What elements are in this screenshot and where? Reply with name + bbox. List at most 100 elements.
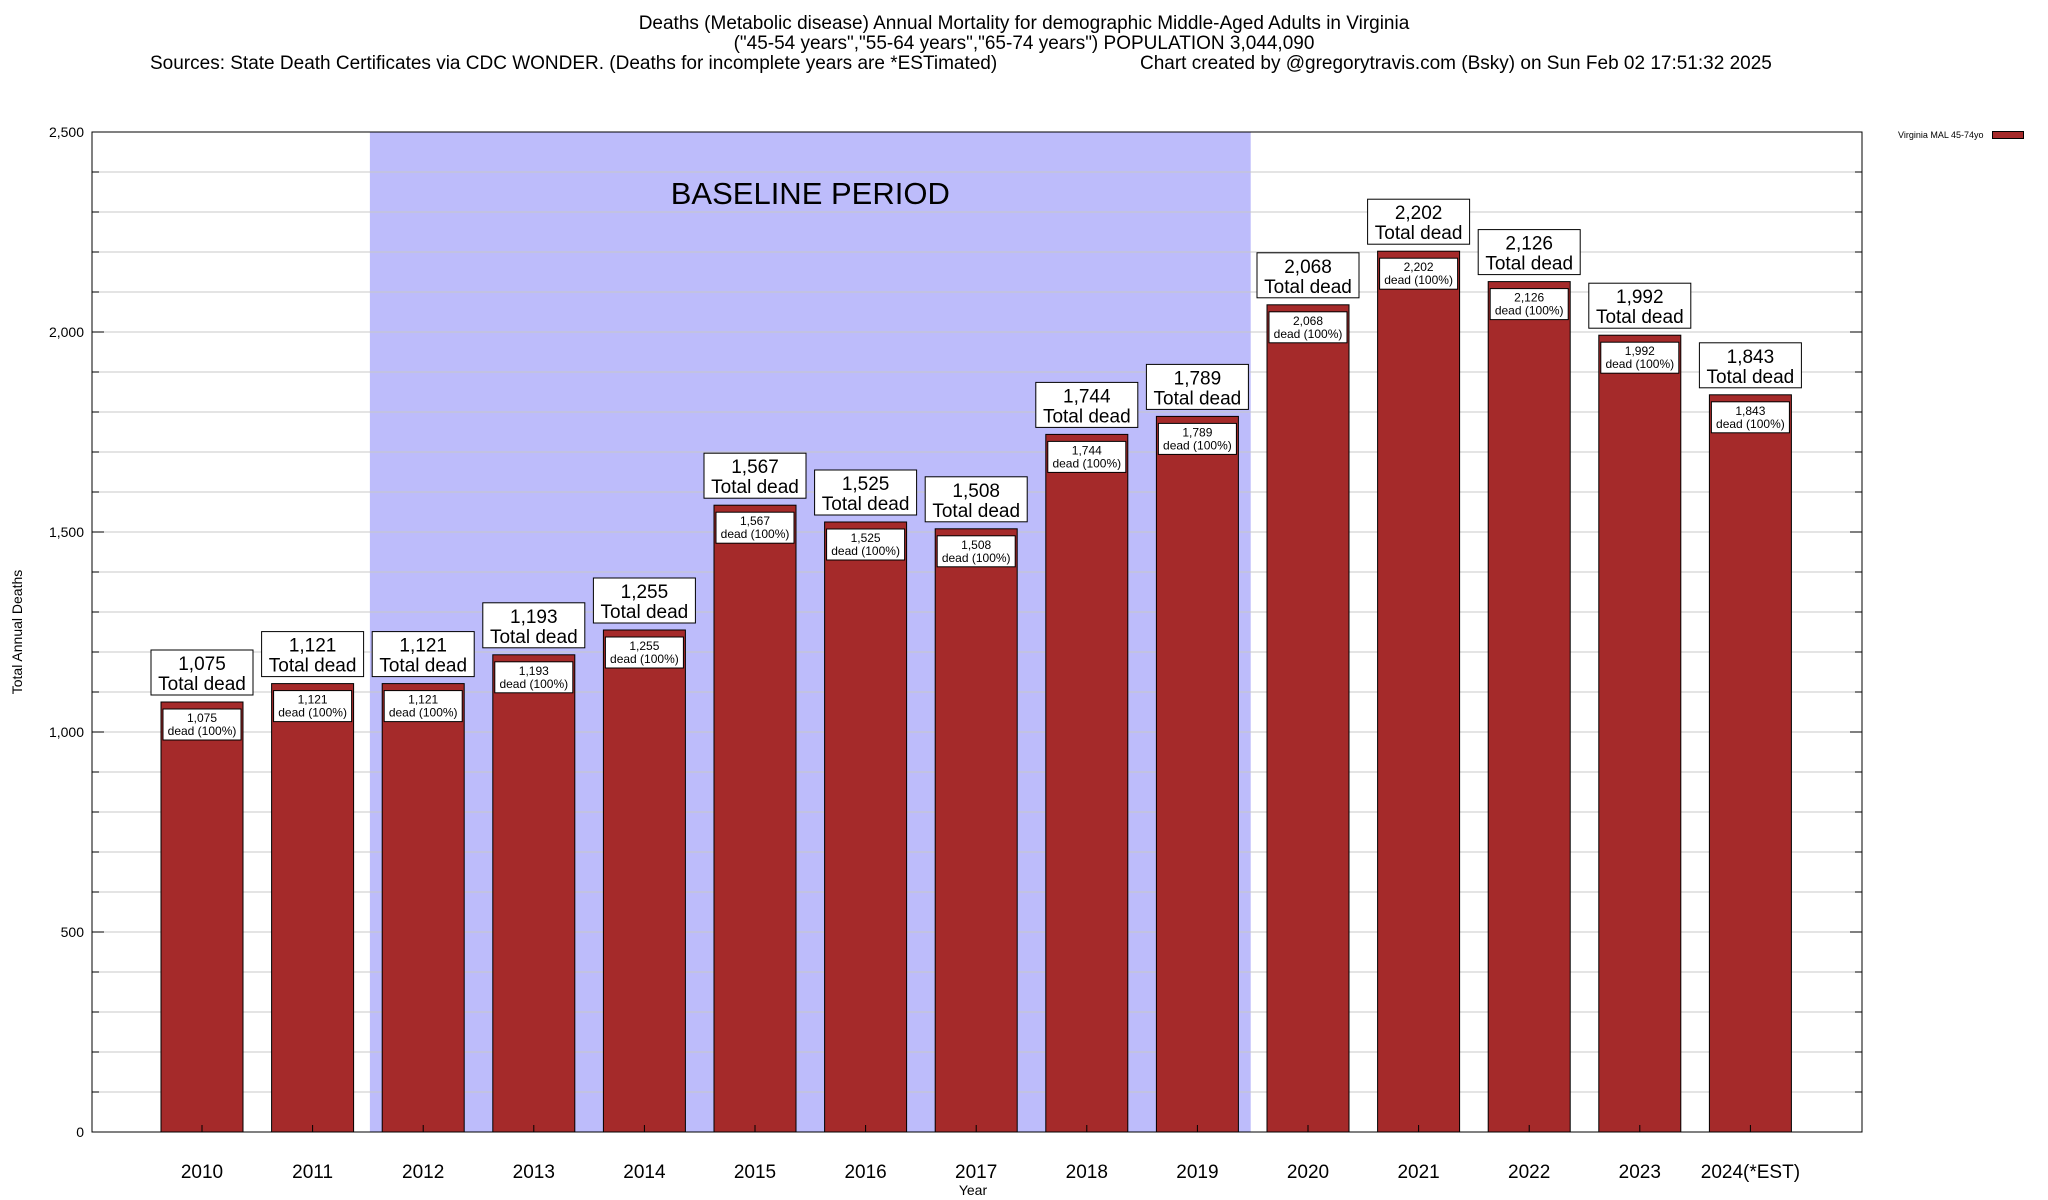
x-tick-label: 2021 — [1397, 1162, 1439, 1183]
bar-inner-suffix: dead (100%) — [278, 706, 347, 720]
bar-total-value: 1,789 — [1174, 368, 1222, 389]
bar-inner-value: 2,202 — [1404, 260, 1434, 274]
bar-total-value: 2,126 — [1505, 234, 1553, 255]
x-tick-label: 2022 — [1508, 1162, 1550, 1183]
bar-total-label-box — [371, 631, 475, 678]
bar-total-suffix: Total dead — [1596, 307, 1684, 328]
bar-inner-value: 1,744 — [1072, 443, 1102, 457]
bar-total-suffix: Total dead — [158, 674, 246, 695]
bar — [492, 654, 576, 1133]
chart-subtitle: ("45-54 years","55-64 years","65-74 year… — [733, 33, 1315, 54]
chart-credit: Chart created by @gregorytravis.com (Bsk… — [1140, 53, 1772, 74]
bar-inner-suffix: dead (100%) — [1163, 438, 1232, 452]
bar-total-suffix: Total dead — [822, 494, 910, 515]
bar-inner-suffix: dead (100%) — [1384, 273, 1453, 287]
y-tick-label: 1,000 — [49, 724, 84, 740]
bar-inner-value: 2,068 — [1293, 314, 1323, 328]
baseline-label: BASELINE PERIOD — [671, 176, 950, 211]
bar — [934, 528, 1018, 1133]
bar-total-label-box — [1367, 198, 1471, 245]
bar-total-suffix: Total dead — [379, 656, 467, 677]
bar-inner-suffix: dead (100%) — [610, 652, 679, 666]
bar — [824, 521, 908, 1133]
x-tick-label: 2010 — [181, 1162, 223, 1183]
bar-total-value: 1,744 — [1063, 386, 1111, 407]
bar-total-value: 1,193 — [510, 607, 558, 628]
bar-total-label-box — [592, 577, 696, 624]
bar — [713, 504, 797, 1133]
y-tick-label: 500 — [61, 924, 85, 940]
bar-inner-label-box — [1489, 288, 1569, 321]
bar-total-value: 1,525 — [842, 474, 890, 495]
bar-total-label-box — [703, 452, 807, 499]
y-tick-label: 0 — [76, 1124, 84, 1140]
x-tick-label: 2015 — [734, 1162, 776, 1183]
bar-total-value: 1,508 — [952, 481, 1000, 502]
bar-total-label-box — [1477, 229, 1581, 276]
chart-title-block: Deaths (Metabolic disease) Annual Mortal… — [0, 14, 2048, 54]
bar-total-label-box — [150, 649, 254, 696]
bar-inner-label-box — [604, 636, 684, 669]
bar-total-suffix: Total dead — [1154, 388, 1242, 409]
bar — [1708, 394, 1792, 1133]
bar-inner-value: 1,193 — [519, 664, 549, 678]
bar-inner-suffix: dead (100%) — [1605, 357, 1674, 371]
bar-inner-label-box — [1710, 401, 1790, 434]
bar-inner-label-box — [1157, 422, 1237, 455]
bar-total-label-box — [814, 469, 918, 516]
x-tick-label: 2012 — [402, 1162, 444, 1183]
bar-total-label-box — [1588, 282, 1692, 329]
bar-inner-suffix: dead (100%) — [721, 527, 790, 541]
bar-total-label-box — [1698, 342, 1802, 389]
bar-inner-value: 1,075 — [187, 711, 217, 725]
bar-inner-value: 1,525 — [851, 531, 881, 545]
bar-inner-suffix: dead (100%) — [1495, 304, 1564, 318]
bar-total-suffix: Total dead — [1707, 367, 1795, 388]
bar-inner-value: 2,126 — [1514, 291, 1544, 305]
x-tick-label: 2023 — [1619, 1162, 1661, 1183]
bar-inner-label-box — [1268, 311, 1348, 344]
bar — [271, 683, 355, 1133]
x-tick-label: 2024(*EST) — [1701, 1162, 1800, 1183]
bar-total-suffix: Total dead — [1375, 223, 1463, 244]
x-axis-label: Year — [959, 1182, 988, 1198]
bar-total-suffix: Total dead — [1043, 406, 1131, 427]
bar-total-suffix: Total dead — [932, 501, 1020, 522]
bar-inner-label-box — [1600, 341, 1680, 374]
bar-inner-suffix: dead (100%) — [499, 677, 568, 691]
x-tick-label: 2014 — [623, 1162, 666, 1183]
bar-inner-label-box — [936, 535, 1016, 568]
bar-inner-label-box — [1379, 257, 1459, 290]
x-tick-label: 2017 — [955, 1162, 997, 1183]
legend-label: Virginia MAL 45-74yo — [1898, 130, 1984, 140]
bar-inner-suffix: dead (100%) — [1716, 417, 1785, 431]
bar-total-value: 1,121 — [289, 636, 337, 657]
y-tick-label: 2,500 — [49, 124, 84, 140]
chart-sources: Sources: State Death Certificates via CD… — [150, 53, 998, 74]
bar — [381, 683, 465, 1133]
bar-total-label-box — [1035, 381, 1139, 428]
bar — [160, 701, 244, 1133]
y-tick-label: 2,000 — [49, 324, 84, 340]
chart-title: Deaths (Metabolic disease) Annual Mortal… — [638, 13, 1410, 34]
bar-inner-value: 1,843 — [1735, 404, 1765, 418]
bar-total-label-box — [261, 631, 365, 678]
bar — [1377, 250, 1461, 1133]
bar-inner-suffix: dead (100%) — [389, 706, 458, 720]
bar-inner-value: 1,121 — [298, 693, 328, 707]
bar-total-suffix: Total dead — [490, 627, 578, 648]
bar-inner-value: 1,255 — [629, 639, 659, 653]
bar-total-value: 1,992 — [1616, 287, 1664, 308]
bar-total-suffix: Total dead — [711, 477, 799, 498]
bar-inner-value: 1,567 — [740, 514, 770, 528]
bar-total-value: 1,255 — [621, 582, 669, 603]
bar-inner-value: 1,508 — [961, 538, 991, 552]
x-tick-label: 2018 — [1066, 1162, 1108, 1183]
bar-inner-suffix: dead (100%) — [942, 551, 1011, 565]
bar-total-label-box — [1145, 363, 1249, 410]
bar-total-suffix: Total dead — [1264, 277, 1352, 298]
bar-inner-label-box — [715, 511, 795, 544]
bar — [1598, 334, 1682, 1133]
bar — [1266, 304, 1350, 1133]
